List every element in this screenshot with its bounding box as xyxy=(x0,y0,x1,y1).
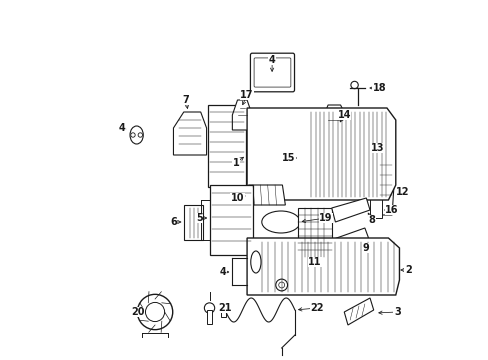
Polygon shape xyxy=(330,228,368,252)
Text: 9: 9 xyxy=(362,243,369,253)
Polygon shape xyxy=(322,105,347,145)
Circle shape xyxy=(137,294,172,330)
Ellipse shape xyxy=(261,211,300,233)
Text: 4: 4 xyxy=(118,123,125,133)
Text: 15: 15 xyxy=(282,153,295,163)
Ellipse shape xyxy=(130,126,143,144)
Polygon shape xyxy=(349,135,373,165)
Ellipse shape xyxy=(250,251,261,273)
Bar xyxy=(220,305,226,317)
Text: 10: 10 xyxy=(230,193,244,203)
Text: 8: 8 xyxy=(368,215,375,225)
Polygon shape xyxy=(377,155,393,215)
Bar xyxy=(369,192,381,218)
FancyBboxPatch shape xyxy=(250,53,294,92)
Circle shape xyxy=(204,303,214,313)
Bar xyxy=(206,310,212,324)
Circle shape xyxy=(278,282,284,288)
Bar xyxy=(207,105,246,187)
Circle shape xyxy=(138,133,142,137)
Text: 4: 4 xyxy=(268,55,275,65)
Text: 20: 20 xyxy=(131,307,144,317)
Bar xyxy=(210,185,252,255)
Circle shape xyxy=(145,302,164,321)
Polygon shape xyxy=(246,108,395,200)
Text: 11: 11 xyxy=(307,257,321,267)
Text: 19: 19 xyxy=(319,213,332,223)
Circle shape xyxy=(130,133,135,137)
Text: 22: 22 xyxy=(309,303,323,313)
Polygon shape xyxy=(232,100,252,130)
Text: 17: 17 xyxy=(240,90,253,100)
Text: 5: 5 xyxy=(196,213,202,223)
Polygon shape xyxy=(248,185,285,205)
Text: 21: 21 xyxy=(218,303,231,313)
Text: 13: 13 xyxy=(370,143,384,153)
Polygon shape xyxy=(246,238,399,295)
Text: 3: 3 xyxy=(393,307,400,317)
Text: 12: 12 xyxy=(396,187,409,197)
Bar xyxy=(184,205,203,240)
Text: 18: 18 xyxy=(372,83,386,93)
Text: 7: 7 xyxy=(182,95,189,105)
FancyBboxPatch shape xyxy=(254,58,290,87)
Text: 4: 4 xyxy=(219,267,225,277)
Text: 14: 14 xyxy=(337,110,350,120)
Circle shape xyxy=(350,81,358,89)
Bar xyxy=(297,208,331,257)
Text: 2: 2 xyxy=(404,265,411,275)
Polygon shape xyxy=(331,198,369,222)
Text: 1: 1 xyxy=(232,158,239,168)
Text: 16: 16 xyxy=(385,205,398,215)
Text: 6: 6 xyxy=(170,217,177,227)
Circle shape xyxy=(293,154,300,162)
Polygon shape xyxy=(344,298,373,325)
Polygon shape xyxy=(173,112,206,155)
Circle shape xyxy=(275,279,287,291)
